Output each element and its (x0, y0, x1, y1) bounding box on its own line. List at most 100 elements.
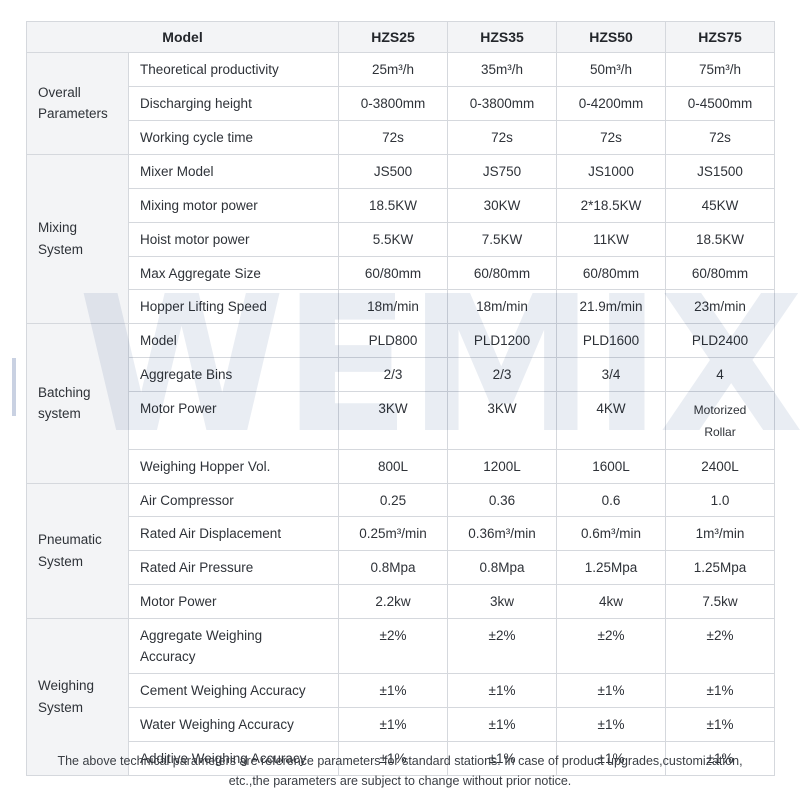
value-text: PLD1600 (582, 333, 640, 349)
value-text: ±1% (488, 716, 516, 732)
value-cell: ±2% (556, 618, 667, 675)
value-text: 5.5KW (372, 231, 414, 247)
parameter-cell: Mixing motor power (127, 187, 340, 223)
value-cell: 5.5KW (338, 221, 449, 257)
value-text: 7.5kw (702, 594, 738, 610)
value-text: 0.6m³/min (581, 526, 642, 542)
value-text: 0.25 (379, 492, 407, 508)
value-text: 0.25m³/min (359, 526, 427, 542)
model-header-cell: Model (25, 21, 340, 53)
value-cell: 3KW (447, 391, 558, 450)
parameter-cell: Motor Power (127, 391, 340, 450)
value-text: 3kw (490, 594, 515, 610)
table-row: Discharging height 0-3800mm 0-3800mm 0-4200… (27, 85, 776, 121)
table-row: Rated Air Displacement 0.25m³/min 0.36m³/m… (27, 516, 776, 552)
value-text: 0.36 (488, 492, 516, 508)
value-text: 2.2kw (375, 594, 411, 610)
value-cell: 60/80mm (556, 255, 667, 291)
value-text: ±1% (379, 750, 407, 766)
footer-note: The above technical parameters are refer… (0, 751, 800, 791)
value-cell: 0.6m³/min (556, 516, 667, 552)
value-text: 0.36m³/min (468, 526, 536, 542)
table-row: Working cycle time 72s 72s 72s 72s (27, 119, 776, 155)
value-cell: Motorized Rollar (665, 391, 776, 450)
parameter-cell: Weighing Hopper Vol. (127, 448, 340, 484)
section-label-weighing-system: Weighing System (26, 618, 129, 776)
specification-table: Model HZS25 HZS35 HZS50 HZS75 Overall Param… (25, 21, 776, 776)
table-row: Motor Power 2.2kw 3kw 4kw 7.5kw (27, 584, 776, 620)
value-cell: 2400L (665, 448, 776, 484)
table-row: Water Weighing Accuracy ±1% ±1% ±1% ±1% (27, 706, 776, 742)
value-cell: ±1% (338, 740, 449, 776)
value-text: 23m/min (694, 299, 746, 315)
value-text: 7.5KW (481, 231, 523, 247)
value-cell: ±1% (447, 706, 558, 742)
value-text: ±2% (706, 628, 734, 644)
parameter-cell: Mixer Model (127, 153, 340, 189)
value-text: 4KW (596, 401, 626, 417)
parameter-label: Aggregate Bins (140, 367, 233, 383)
parameter-label: Working cycle time (140, 129, 254, 145)
parameter-cell: Model (127, 323, 340, 359)
value-text: ±2% (379, 628, 407, 644)
value-text: PLD800 (368, 333, 418, 349)
column-header-hzs35: HZS35 (447, 21, 558, 53)
value-text: JS1500 (697, 163, 743, 179)
value-cell: ±1% (338, 706, 449, 742)
table-row: Motor Power 3KW 3KW 4KW Motorized Rollar (27, 391, 776, 450)
value-cell: ±1% (556, 706, 667, 742)
column-header-hzs75: HZS75 (665, 21, 776, 53)
value-cell: 800L (338, 448, 449, 484)
table-row: Rated Air Pressure 0.8Mpa 0.8Mpa 1.25Mpa 1.2… (27, 550, 776, 586)
parameter-cell: Rated Air Pressure (127, 550, 340, 586)
parameter-label: Theoretical productivity (140, 62, 279, 77)
parameter-label: Cement Weighing Accuracy (140, 683, 306, 699)
parameter-cell: Aggregate Bins (127, 357, 340, 393)
parameter-cell: Water Weighing Accuracy (127, 706, 340, 742)
value-cell: ±1% (556, 740, 667, 776)
section-label-mixing-system: Mixing System (26, 153, 129, 325)
parameter-cell: Discharging height (127, 85, 340, 121)
value-cell: 2/3 (447, 357, 558, 393)
value-text: ±1% (706, 716, 734, 732)
value-cell: PLD1200 (447, 323, 558, 359)
value-cell: 2.2kw (338, 584, 449, 620)
table-row: Aggregate Bins 2/3 2/3 3/4 4 (27, 357, 776, 393)
value-cell: ±1% (665, 706, 776, 742)
value-text: ±1% (597, 750, 625, 766)
parameter-label: Aggregate Weighing Accuracy (140, 628, 263, 665)
value-text: 18.5KW (696, 231, 745, 247)
value-text: 0-3800mm (360, 95, 426, 111)
value-text: 60/80mm (691, 265, 749, 281)
value-cell: 0-3800mm (338, 85, 449, 121)
table-row: Batching system Model PLD800 PLD1200 PLD1600… (26, 323, 776, 484)
table-row: Weighing System Aggregate Weighing Accura… (26, 618, 776, 776)
column-header-hzs50: HZS50 (556, 21, 667, 53)
value-text: 35m³/h (481, 62, 524, 77)
value-text: 2400L (701, 458, 739, 474)
table-row: Max Aggregate Size 60/80mm 60/80mm 60/80mm 6… (27, 255, 776, 291)
parameter-label: Additive Weighing Accuracy (140, 750, 307, 766)
value-text: 1600L (592, 458, 630, 474)
value-cell: 18m/min (338, 289, 449, 325)
value-cell: 72s (665, 119, 776, 155)
value-cell: 0.25m³/min (338, 516, 449, 552)
value-cell: ±2% (665, 618, 776, 675)
parameter-cell: Hopper Lifting Speed (127, 289, 340, 325)
table-row: Hopper Lifting Speed 18m/min 18m/min 21.9m/… (27, 289, 776, 325)
value-cell: 1.0 (665, 482, 776, 518)
value-cell: 35m³/h (447, 52, 558, 87)
value-cell: 3/4 (556, 357, 667, 393)
value-cell: 0.6 (556, 482, 667, 518)
value-text: 72s (600, 129, 622, 145)
value-cell: 1m³/min (665, 516, 776, 552)
value-text: 2/3 (383, 367, 403, 383)
value-cell: 72s (556, 119, 667, 155)
value-cell: ±1% (556, 673, 667, 708)
parameter-cell: Motor Power (127, 584, 340, 620)
value-cell: 30KW (447, 187, 558, 223)
value-text: 72s (709, 129, 731, 145)
value-cell: 0-3800mm (447, 85, 558, 121)
value-cell: 0.36m³/min (447, 516, 558, 552)
parameter-cell: Additive Weighing Accuracy (127, 740, 340, 776)
